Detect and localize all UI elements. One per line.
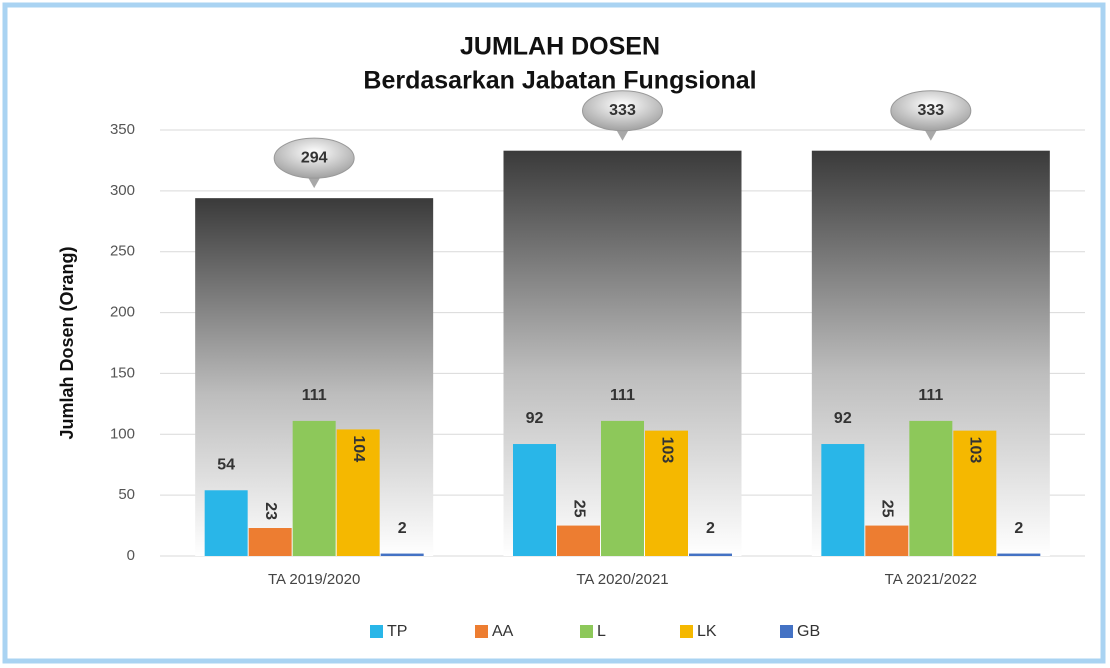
value-label: 103	[967, 437, 984, 464]
legend-swatch	[780, 625, 793, 638]
value-label: 103	[658, 437, 675, 464]
y-axis-label: Jumlah Dosen (Orang)	[57, 246, 77, 439]
y-tick-label: 200	[110, 304, 135, 321]
legend-label: GB	[797, 623, 820, 640]
legend-label: TP	[387, 623, 407, 640]
value-label: 111	[610, 387, 635, 404]
bar	[689, 553, 732, 556]
y-tick-label: 350	[110, 121, 135, 138]
y-tick-label: 300	[110, 182, 135, 199]
x-tick-label: TA 2019/2020	[268, 571, 360, 588]
bar	[909, 420, 953, 556]
chart-title: JUMLAH DOSEN	[460, 33, 660, 61]
legend-swatch	[475, 625, 488, 638]
value-label: 54	[217, 456, 235, 473]
value-label: 111	[302, 387, 327, 404]
legend-label: L	[597, 623, 606, 640]
value-label: 92	[526, 410, 544, 427]
bar	[557, 525, 600, 556]
x-tick-label: TA 2020/2021	[576, 571, 668, 588]
value-label: 2	[1014, 520, 1023, 537]
bar	[204, 490, 248, 556]
bar	[248, 528, 292, 556]
bar	[336, 429, 380, 556]
legend-label: LK	[697, 623, 717, 640]
value-label: 92	[834, 410, 852, 427]
legend-swatch	[580, 625, 593, 638]
bar	[601, 420, 644, 556]
y-tick-label: 0	[127, 547, 135, 564]
value-label: 111	[918, 387, 943, 404]
bar	[645, 430, 688, 556]
legend-label: AA	[492, 623, 514, 640]
bar	[997, 553, 1041, 556]
value-label: 2	[706, 520, 715, 537]
total-label: 294	[301, 149, 328, 166]
legend-swatch	[680, 625, 693, 638]
x-tick-label: TA 2021/2022	[885, 571, 977, 588]
bar	[380, 553, 424, 556]
value-label: 2	[398, 520, 407, 537]
total-label: 333	[609, 102, 636, 119]
y-tick-label: 100	[110, 425, 135, 442]
callout	[273, 137, 355, 179]
y-tick-label: 150	[110, 364, 135, 381]
value-label: 25	[879, 500, 896, 518]
bar	[865, 525, 909, 556]
callout	[582, 90, 663, 132]
value-label: 25	[570, 500, 587, 518]
callout	[890, 90, 972, 132]
value-label: 104	[350, 435, 367, 462]
bar	[513, 444, 556, 556]
bar	[821, 444, 865, 556]
y-tick-label: 250	[110, 243, 135, 260]
chart-subtitle: Berdasarkan Jabatan Fungsional	[363, 67, 756, 95]
bar	[292, 420, 336, 556]
value-label: 23	[262, 502, 279, 520]
total-label: 333	[917, 102, 944, 119]
legend-swatch	[370, 625, 383, 638]
bar	[953, 430, 997, 556]
y-tick-label: 50	[118, 486, 135, 503]
